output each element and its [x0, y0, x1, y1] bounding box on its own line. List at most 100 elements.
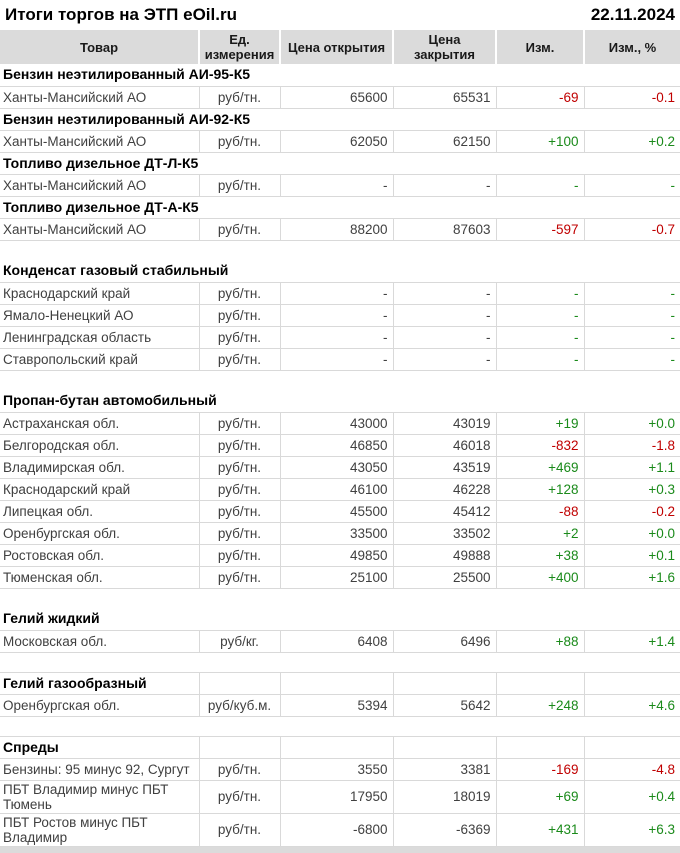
open-price-cell: 88200: [279, 217, 394, 241]
spacer-cell: [0, 240, 680, 260]
section-header-row: Бензин неэтилированный АИ-95-К5: [0, 64, 680, 86]
close-price-cell: 25500: [392, 565, 497, 589]
close-price-cell: -: [392, 173, 497, 197]
open-price-cell: -6800: [279, 812, 394, 847]
table-row: Ханты-Мансийский АО руб/тн. 88200 87603 -597…: [0, 217, 680, 241]
change-pct-cell: +0.0: [583, 521, 680, 545]
section-header-row: Бензин неэтилированный АИ-92-К5: [0, 108, 680, 130]
section-empty-cell: [495, 671, 585, 695]
product-cell: Ставропольский край: [0, 347, 200, 371]
close-price-cell: 43019: [392, 411, 497, 435]
table-row: Краснодарский край руб/тн. - - - -: [0, 281, 680, 305]
product-cell: Оренбургская обл.: [0, 693, 200, 717]
table-row: Бензины: 95 минус 92, Сургут руб/тн. 3550 3…: [0, 757, 680, 781]
open-price-cell: 65600: [279, 85, 394, 109]
section-empty-cell: [279, 735, 394, 759]
change-pct-cell: +0.3: [583, 477, 680, 501]
section-title: Конденсат газовый стабильный: [0, 260, 680, 282]
unit-cell: руб/тн.: [198, 303, 281, 327]
table-row: Ханты-Мансийский АО руб/тн. - - - -: [0, 173, 680, 197]
open-price-cell: -: [279, 303, 394, 327]
section-empty-cell: [279, 671, 394, 695]
section-header-row: Гелий газообразный: [0, 671, 680, 695]
section-empty-cell: [198, 671, 281, 695]
unit-cell: руб/куб.м.: [198, 693, 281, 717]
unit-cell: руб/тн.: [198, 779, 281, 814]
close-price-cell: 87603: [392, 217, 497, 241]
col-header-close-price: Цена закрытия: [392, 30, 496, 64]
change-pct-cell: +1.4: [583, 629, 680, 653]
page-title: Итоги торгов на ЭТП eOil.ru: [5, 5, 237, 24]
change-pct-cell: -: [583, 281, 680, 305]
section-empty-cell: [198, 735, 281, 759]
table-body: Бензин неэтилированный АИ-95-К5 Ханты-Ман…: [0, 64, 680, 847]
open-price-cell: 46850: [279, 433, 394, 457]
close-price-cell: 46228: [392, 477, 497, 501]
open-price-cell: 6408: [279, 629, 394, 653]
product-cell: Бензины: 95 минус 92, Сургут: [0, 757, 200, 781]
unit-cell: руб/тн.: [198, 281, 281, 305]
product-cell: Краснодарский край: [0, 281, 200, 305]
change-pct-cell: -: [583, 347, 680, 371]
section-header-row: Топливо дизельное ДТ-А-К5: [0, 196, 680, 218]
close-price-cell: -: [392, 325, 497, 349]
change-cell: +128: [495, 477, 585, 501]
product-cell: Ленинградская область: [0, 325, 200, 349]
table-row: Липецкая обл. руб/тн. 45500 45412 -88 -0.2: [0, 499, 680, 523]
report-date: 22.11.2024: [590, 5, 675, 24]
unit-cell: руб/тн.: [198, 347, 281, 371]
spacer-cell: [0, 652, 680, 672]
spacer-row: [0, 652, 680, 672]
table-row: Краснодарский край руб/тн. 46100 46228 +128 +…: [0, 477, 680, 501]
change-cell: +248: [495, 693, 585, 717]
product-cell: Ямало-Ненецкий АО: [0, 303, 200, 327]
spacer-row: [0, 370, 680, 390]
change-pct-cell: -: [583, 303, 680, 327]
close-price-cell: 49888: [392, 543, 497, 567]
change-pct-cell: -0.7: [583, 217, 680, 241]
unit-cell: руб/тн.: [198, 455, 281, 479]
change-pct-cell: -1.8: [583, 433, 680, 457]
change-cell: +469: [495, 455, 585, 479]
section-header-row: Гелий жидкий: [0, 608, 680, 630]
open-price-cell: 33500: [279, 521, 394, 545]
open-price-cell: 25100: [279, 565, 394, 589]
change-cell: +69: [495, 779, 585, 814]
unit-cell: руб/тн.: [198, 433, 281, 457]
spacer-row: [0, 588, 680, 608]
change-pct-cell: +0.1: [583, 543, 680, 567]
table-row: Астраханская обл. руб/тн. 43000 43019 +19 +0.…: [0, 411, 680, 435]
close-price-cell: 33502: [392, 521, 497, 545]
open-price-cell: -: [279, 325, 394, 349]
open-price-cell: 43000: [279, 411, 394, 435]
change-pct-cell: +1.6: [583, 565, 680, 589]
open-price-cell: 43050: [279, 455, 394, 479]
section-title: Гелий газообразный: [0, 671, 200, 695]
product-cell: Тюменская обл.: [0, 565, 200, 589]
close-price-cell: 43519: [392, 455, 497, 479]
close-price-cell: -6369: [392, 812, 497, 847]
change-pct-cell: -4.8: [583, 757, 680, 781]
product-cell: Белгородская обл.: [0, 433, 200, 457]
change-cell: +400: [495, 565, 585, 589]
change-pct-cell: +4.6: [583, 693, 680, 717]
unit-cell: руб/тн.: [198, 812, 281, 847]
table-row: Владимирская обл. руб/тн. 43050 43519 +469 +1…: [0, 455, 680, 479]
spacer-cell: [0, 588, 680, 608]
open-price-cell: -: [279, 347, 394, 371]
section-empty-cell: [392, 671, 497, 695]
close-price-cell: -: [392, 347, 497, 371]
change-cell: -: [495, 303, 585, 327]
section-title: Пропан-бутан автомобильный: [0, 390, 680, 412]
change-cell: +431: [495, 812, 585, 847]
unit-cell: руб/тн.: [198, 85, 281, 109]
column-header-row: Товар Ед. измерения Цена открытия Цена з…: [0, 30, 680, 64]
table-row: ПБТ Ростов минус ПБТ Владимир руб/тн. -680…: [0, 812, 680, 847]
close-price-cell: 3381: [392, 757, 497, 781]
col-header-unit: Ед. измерения: [198, 30, 280, 64]
table-row: Оренбургская обл. руб/куб.м. 5394 5642 +248 +…: [0, 693, 680, 717]
product-cell: Липецкая обл.: [0, 499, 200, 523]
table-row: Ростовская обл. руб/тн. 49850 49888 +38 +0.1: [0, 543, 680, 567]
change-cell: +100: [495, 129, 585, 153]
section-empty-cell: [583, 671, 680, 695]
